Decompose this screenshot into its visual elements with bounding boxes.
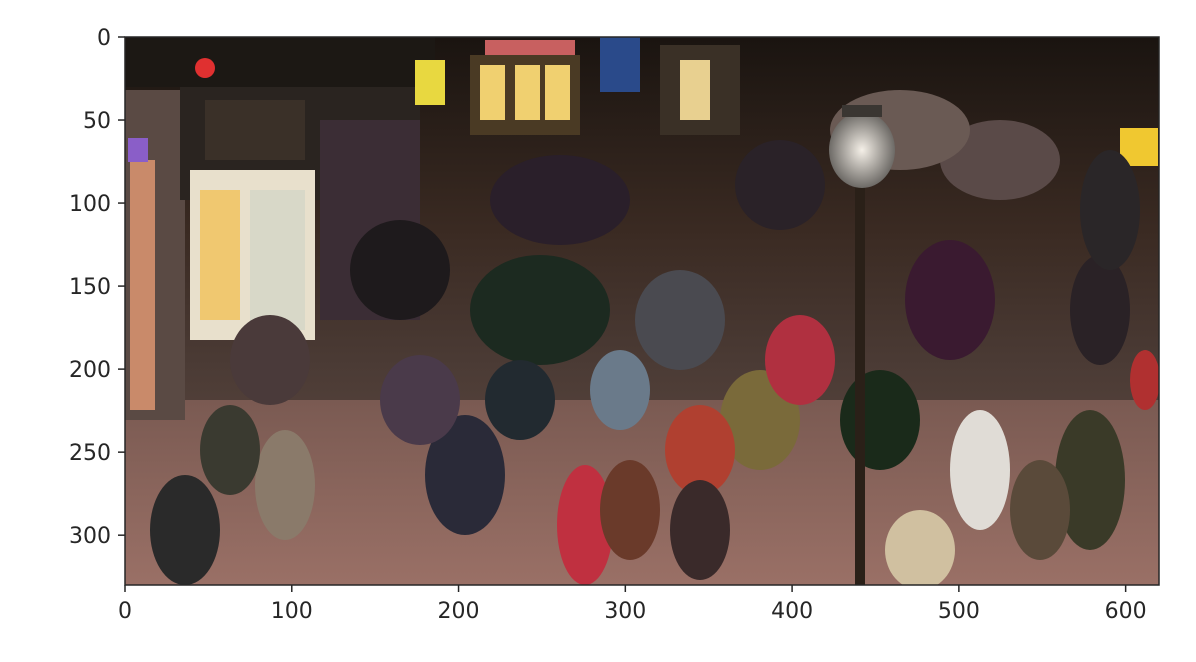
plot-frame	[124, 36, 1160, 586]
storefront-top	[415, 37, 1158, 166]
y-tick-label: 150	[69, 275, 111, 300]
x-axis: 0 100 200 300 400 500 600	[118, 585, 1147, 624]
street-lamp	[829, 105, 895, 585]
y-tick-label: 50	[83, 109, 111, 134]
photo	[125, 37, 1159, 585]
y-axis: 0 50 100 150 200 250 300	[69, 26, 125, 549]
x-tick-label: 200	[438, 599, 480, 624]
x-tick-label: 300	[604, 599, 646, 624]
x-tick-label: 400	[771, 599, 813, 624]
y-tick-label: 0	[97, 26, 111, 51]
x-tick-label: 500	[938, 599, 980, 624]
y-tick-label: 300	[69, 524, 111, 549]
y-tick-label: 250	[69, 441, 111, 466]
x-tick-label: 0	[118, 599, 132, 624]
x-tick-label: 600	[1105, 599, 1147, 624]
x-tick-label: 100	[271, 599, 313, 624]
y-tick-label: 200	[69, 358, 111, 383]
y-tick-label: 100	[69, 192, 111, 217]
